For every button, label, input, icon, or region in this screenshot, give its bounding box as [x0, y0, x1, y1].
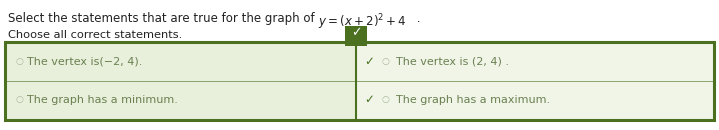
- FancyBboxPatch shape: [356, 42, 714, 120]
- Text: $y = (x + 2)^2 + 4$: $y = (x + 2)^2 + 4$: [318, 12, 407, 32]
- Text: Select the statements that are true for the graph of: Select the statements that are true for …: [8, 12, 319, 25]
- Text: ○: ○: [382, 95, 390, 104]
- Text: The graph has a minimum.: The graph has a minimum.: [27, 95, 178, 105]
- Text: ✓: ✓: [364, 55, 374, 68]
- Text: The graph has a maximum.: The graph has a maximum.: [396, 95, 550, 105]
- Text: ✓: ✓: [364, 93, 374, 106]
- Text: The vertex is (2, 4) .: The vertex is (2, 4) .: [396, 57, 509, 67]
- Text: Choose all correct statements.: Choose all correct statements.: [8, 30, 182, 40]
- FancyBboxPatch shape: [345, 26, 367, 46]
- Text: ○: ○: [15, 95, 23, 104]
- Text: ✓: ✓: [351, 27, 361, 40]
- Text: .: .: [413, 12, 421, 25]
- FancyBboxPatch shape: [5, 42, 356, 120]
- Text: ○: ○: [15, 57, 23, 66]
- Text: ○: ○: [382, 57, 390, 66]
- Text: The vertex is(−2, 4).: The vertex is(−2, 4).: [27, 57, 142, 67]
